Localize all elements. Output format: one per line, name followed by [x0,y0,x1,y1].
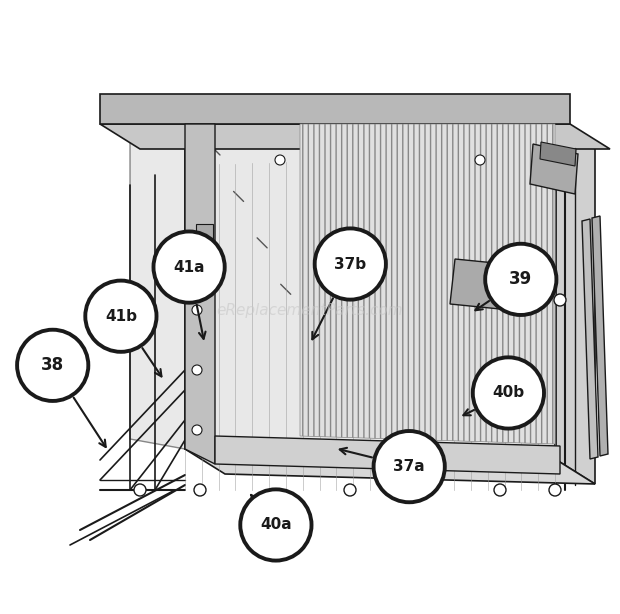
Text: 38: 38 [41,356,64,375]
Circle shape [192,245,202,255]
Circle shape [17,330,88,401]
Circle shape [494,484,506,496]
Circle shape [485,244,556,315]
Polygon shape [555,124,595,484]
Circle shape [475,155,485,165]
Circle shape [549,484,561,496]
Polygon shape [185,124,215,464]
Text: 40a: 40a [260,518,292,532]
Polygon shape [215,436,560,474]
Circle shape [192,305,202,315]
Circle shape [86,281,156,352]
Circle shape [275,155,285,165]
Polygon shape [540,142,576,166]
Polygon shape [530,144,578,194]
Text: 39: 39 [509,270,533,289]
Circle shape [315,228,386,300]
Circle shape [344,484,356,496]
Circle shape [241,489,311,561]
Polygon shape [130,124,185,449]
Polygon shape [450,259,505,309]
Circle shape [473,357,544,429]
Text: 41a: 41a [174,260,205,274]
Text: 40b: 40b [492,386,525,400]
Text: 41b: 41b [105,309,137,324]
Circle shape [374,431,445,502]
Circle shape [134,484,146,496]
Polygon shape [592,216,608,456]
Text: 37b: 37b [334,257,366,271]
Polygon shape [582,219,598,459]
Polygon shape [300,124,555,444]
Circle shape [194,484,206,496]
Polygon shape [100,94,570,124]
Polygon shape [196,224,213,254]
Circle shape [554,294,566,306]
Text: eReplacementParts.com: eReplacementParts.com [216,303,404,317]
Polygon shape [100,124,610,149]
Circle shape [192,365,202,375]
Circle shape [192,425,202,435]
Circle shape [154,231,224,303]
Text: 37a: 37a [393,459,425,474]
Polygon shape [185,124,555,459]
Polygon shape [185,449,595,484]
